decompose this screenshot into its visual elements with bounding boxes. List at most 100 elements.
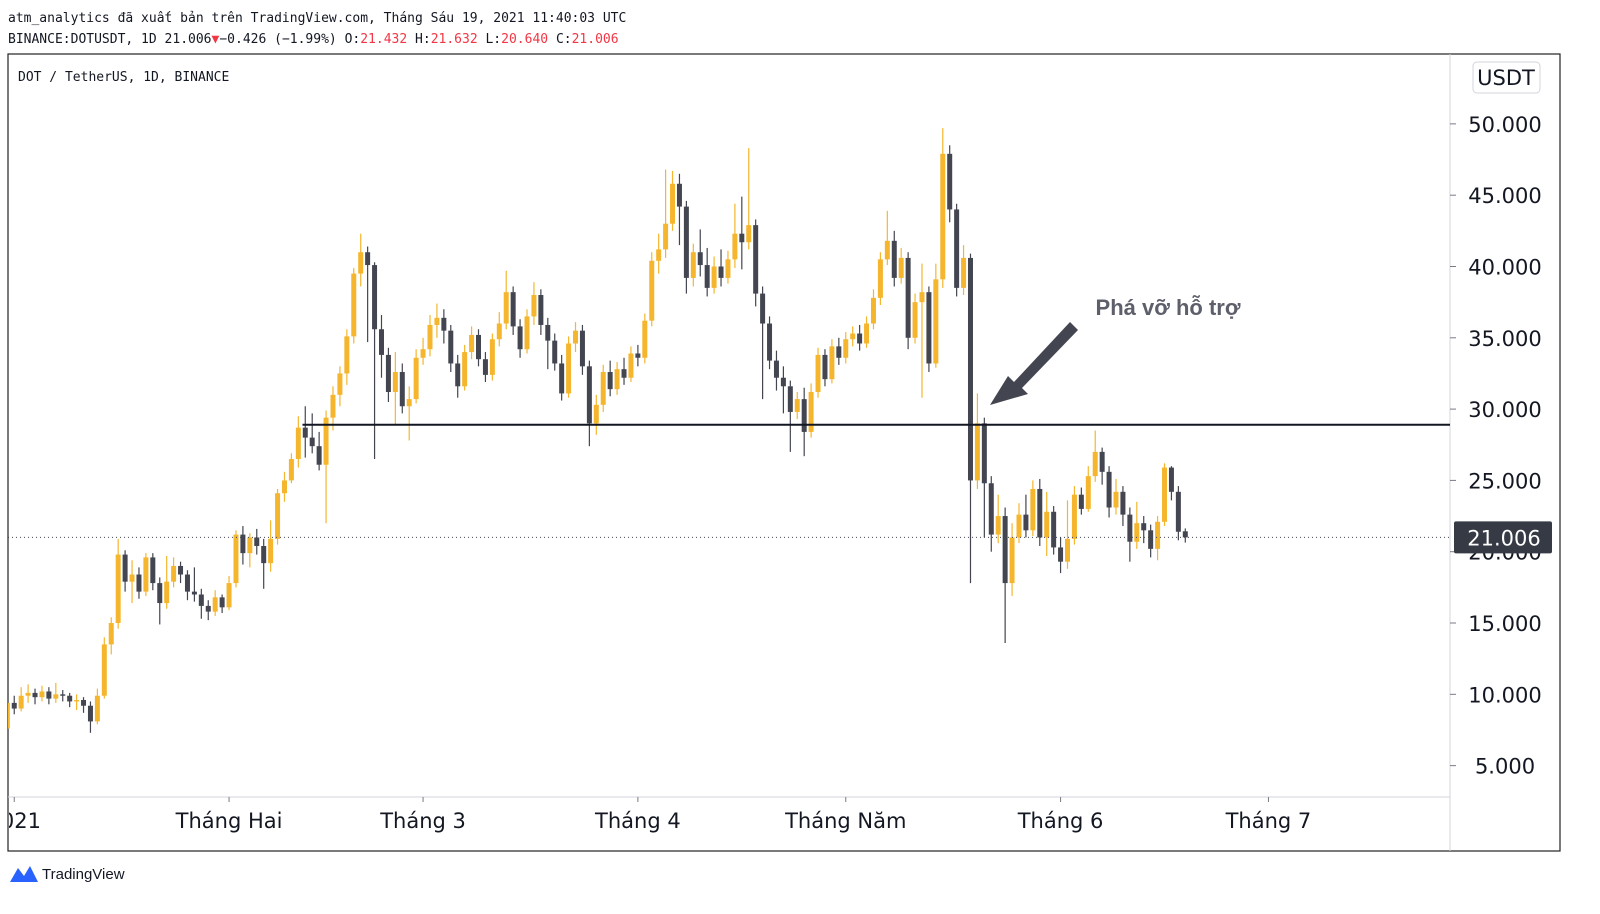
candle-body	[1168, 467, 1174, 492]
last-price-box	[1454, 521, 1552, 554]
candle-body	[995, 516, 1001, 535]
x-tick-label: Tháng 6	[1017, 809, 1104, 833]
candle-body	[988, 483, 994, 535]
candle-body	[843, 339, 849, 358]
candle-body	[649, 260, 655, 321]
candle-body	[559, 363, 565, 394]
candle-body	[240, 534, 246, 554]
annotation-arrow	[990, 322, 1078, 405]
candle-body	[184, 574, 190, 592]
candle-body	[344, 336, 350, 374]
candle-body	[884, 240, 890, 260]
candle-body	[323, 417, 329, 465]
change: −0.426 (−1.99%)	[219, 32, 336, 47]
candle-body	[780, 377, 786, 387]
candle-body	[1155, 521, 1161, 549]
candle-body	[219, 597, 225, 608]
candle-body	[531, 295, 537, 317]
candle-body	[261, 546, 267, 564]
candle-body	[1127, 514, 1133, 542]
candle-body	[1002, 516, 1008, 584]
candle-body	[628, 353, 634, 378]
y-tick-label: 5.000	[1475, 755, 1535, 779]
x-tick-label: Tháng 4	[594, 809, 681, 833]
candle-body	[1134, 523, 1140, 542]
candle-body	[8, 702, 10, 729]
candle-body	[690, 252, 696, 278]
candle-body	[281, 480, 287, 494]
candle-body	[1064, 538, 1070, 562]
candle-body	[898, 257, 904, 278]
candle-body	[295, 427, 301, 460]
candle-body	[836, 346, 842, 358]
candle-body	[413, 357, 419, 400]
candle-body	[718, 266, 724, 278]
candle-body	[455, 363, 461, 387]
price: 21.006	[165, 32, 212, 47]
candle-body	[226, 583, 232, 608]
candle-body	[926, 292, 932, 364]
ohlc-label: C:	[556, 32, 572, 47]
axes: 5.00010.00015.00020.00025.00030.00035.00…	[0, 113, 1552, 833]
candle-body	[39, 691, 45, 698]
candle-body	[600, 372, 606, 405]
candle-body	[337, 373, 343, 395]
frame	[7, 53, 1561, 852]
x-tick-label: Tháng Năm	[784, 809, 906, 833]
candle-body	[101, 644, 107, 696]
candle-body	[746, 225, 752, 243]
candle-body	[732, 233, 738, 260]
x-tick-label: 2021	[0, 809, 41, 833]
candle-body	[1113, 491, 1119, 508]
candle-body	[482, 359, 488, 375]
candle-body	[919, 292, 925, 303]
candle-body	[25, 692, 31, 696]
candle-body	[503, 292, 509, 324]
candle-body	[489, 339, 495, 375]
ohlc-label: H:	[415, 32, 431, 47]
candle-body	[171, 565, 177, 582]
candle-body	[864, 323, 870, 344]
y-tick-label: 15.000	[1468, 612, 1541, 636]
candle-body	[753, 225, 759, 294]
candle-body	[1016, 514, 1022, 538]
candle-body	[614, 369, 620, 390]
y-tick-label: 35.000	[1468, 327, 1541, 351]
candle-body	[815, 354, 821, 392]
candle-body	[372, 265, 378, 330]
ohlc-label: L:	[485, 32, 501, 47]
candle-body	[822, 354, 828, 380]
last-price-label: 21.006	[1467, 526, 1540, 550]
candle-body	[905, 257, 911, 338]
candle-body	[579, 330, 585, 367]
candle-body	[87, 705, 93, 722]
candle-body	[1106, 471, 1112, 508]
candle-body	[829, 346, 835, 380]
candle-body	[316, 446, 322, 465]
y-tick-label: 10.000	[1468, 683, 1541, 707]
candle-body	[129, 574, 135, 582]
logo: TradingView	[10, 866, 125, 883]
candle-body	[787, 386, 793, 412]
candle-body	[448, 330, 454, 364]
candle-body	[67, 695, 73, 702]
ohlc-value: 21.006	[572, 32, 619, 47]
candle-body	[760, 293, 766, 324]
arrow: ▼	[212, 32, 220, 47]
candle-body	[115, 554, 121, 624]
candle-body	[676, 183, 682, 207]
candle-body	[1092, 451, 1098, 477]
candle-body	[275, 493, 281, 539]
candle-body	[607, 372, 613, 390]
candle-body	[365, 252, 371, 266]
header-quote: BINANCE:DOTUSDT, 1D 21.006▼−0.426 (−1.99…	[8, 32, 619, 47]
candle-body	[593, 404, 599, 424]
candle-body	[912, 302, 918, 338]
candle-body	[1175, 491, 1181, 532]
header-line: atm_analytics đã xuất bản trên TradingVi…	[8, 11, 626, 26]
candle-body	[725, 259, 731, 278]
candle-body	[850, 333, 856, 340]
candle-body	[392, 372, 398, 392]
candle-body	[191, 591, 197, 595]
candle-body	[205, 605, 211, 612]
